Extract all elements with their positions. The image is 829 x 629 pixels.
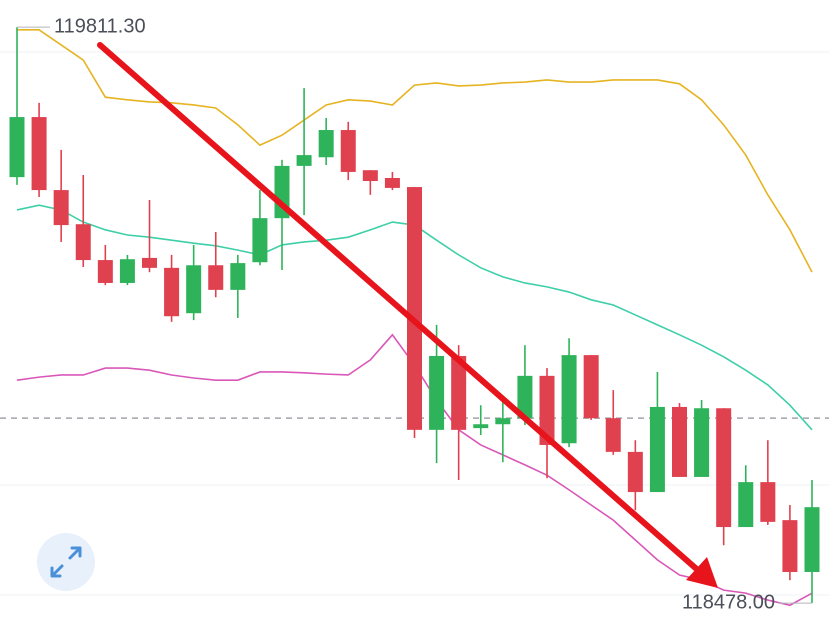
candle-body — [97, 260, 113, 283]
candle-body — [142, 257, 157, 268]
candle-body — [627, 451, 643, 493]
candle-body — [384, 177, 400, 188]
plot-area — [0, 27, 829, 607]
candle-body — [583, 355, 599, 419]
candle-body — [9, 117, 25, 178]
expand-icon[interactable] — [50, 546, 82, 578]
candle-body — [75, 224, 91, 261]
candle-body — [473, 424, 489, 429]
candle-body — [252, 218, 268, 263]
candle-body — [230, 263, 246, 290]
candle-body — [318, 130, 334, 158]
candle-body — [296, 155, 312, 166]
expand-circle[interactable] — [37, 533, 95, 591]
candle-body — [649, 406, 665, 493]
candle-body — [119, 259, 135, 283]
candle-body — [407, 187, 422, 430]
candle-body — [672, 406, 687, 477]
arrow-head — [686, 557, 718, 588]
indicator-line — [17, 29, 813, 273]
candle-body — [517, 375, 533, 419]
candle-body — [451, 355, 467, 430]
arrow-line — [97, 42, 703, 575]
candle-body — [164, 267, 180, 317]
annotation-label: 119811.30 — [54, 15, 146, 37]
candle-body — [760, 482, 776, 522]
candle-body — [31, 117, 47, 191]
expand-button[interactable] — [37, 533, 95, 591]
candle-body — [694, 408, 710, 477]
candle-body — [605, 418, 621, 452]
candle-body — [429, 355, 445, 430]
candle-body — [782, 520, 798, 572]
candle-body — [716, 408, 732, 528]
candle-body — [186, 265, 202, 314]
candle-body — [53, 190, 69, 226]
candle-body — [362, 170, 378, 182]
candle-body — [561, 355, 577, 444]
trend-arrow — [97, 42, 718, 588]
candle-body — [208, 265, 224, 290]
candle-body — [495, 418, 511, 425]
annotation-label: 118478.00 — [682, 591, 775, 613]
candle-body — [738, 482, 754, 528]
candle-body — [539, 375, 555, 445]
candle-body — [340, 130, 356, 172]
candle-body — [804, 507, 820, 572]
